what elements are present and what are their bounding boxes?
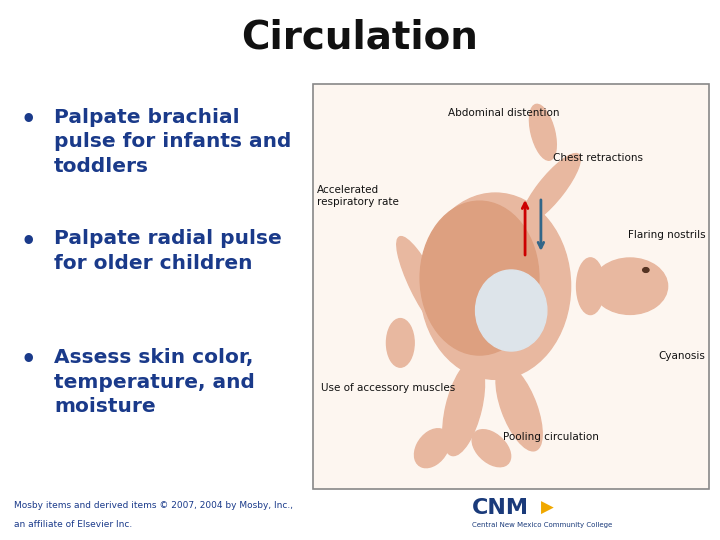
Ellipse shape: [577, 258, 604, 314]
Ellipse shape: [397, 237, 451, 336]
Ellipse shape: [415, 429, 449, 468]
Text: ▶: ▶: [541, 498, 554, 517]
Ellipse shape: [472, 430, 510, 467]
Text: Chest retractions: Chest retractions: [553, 153, 644, 163]
Text: •: •: [20, 348, 36, 372]
Text: Palpate radial pulse
for older children: Palpate radial pulse for older children: [54, 230, 282, 273]
Text: Pooling circulation: Pooling circulation: [503, 432, 599, 442]
Text: Cyanosis: Cyanosis: [658, 351, 706, 361]
Text: Abdominal distention: Abdominal distention: [448, 108, 559, 118]
Ellipse shape: [475, 270, 547, 351]
Ellipse shape: [443, 360, 485, 456]
Text: Accelerated
respiratory rate: Accelerated respiratory rate: [318, 185, 399, 207]
Text: CNM: CNM: [472, 497, 528, 518]
Text: •: •: [20, 230, 36, 253]
Text: Flaring nostrils: Flaring nostrils: [628, 230, 706, 240]
Text: an affiliate of Elsevier Inc.: an affiliate of Elsevier Inc.: [14, 520, 132, 529]
Ellipse shape: [420, 193, 571, 379]
Text: Circulation: Circulation: [242, 19, 478, 57]
Ellipse shape: [529, 104, 557, 160]
Text: Palpate brachial
pulse for infants and
toddlers: Palpate brachial pulse for infants and t…: [54, 108, 292, 176]
Ellipse shape: [387, 319, 414, 367]
Ellipse shape: [521, 153, 580, 225]
Ellipse shape: [420, 201, 539, 355]
Circle shape: [643, 268, 649, 272]
Text: Assess skin color,
temperature, and
moisture: Assess skin color, temperature, and mois…: [54, 348, 255, 416]
Text: •: •: [20, 108, 36, 132]
Circle shape: [593, 258, 667, 314]
Text: Use of accessory muscles: Use of accessory muscles: [321, 383, 455, 394]
Text: Mosby items and derived items © 2007, 2004 by Mosby, Inc.,: Mosby items and derived items © 2007, 20…: [14, 501, 294, 510]
Text: Central New Mexico Community College: Central New Mexico Community College: [472, 522, 612, 528]
Ellipse shape: [496, 364, 542, 451]
FancyBboxPatch shape: [313, 84, 709, 489]
